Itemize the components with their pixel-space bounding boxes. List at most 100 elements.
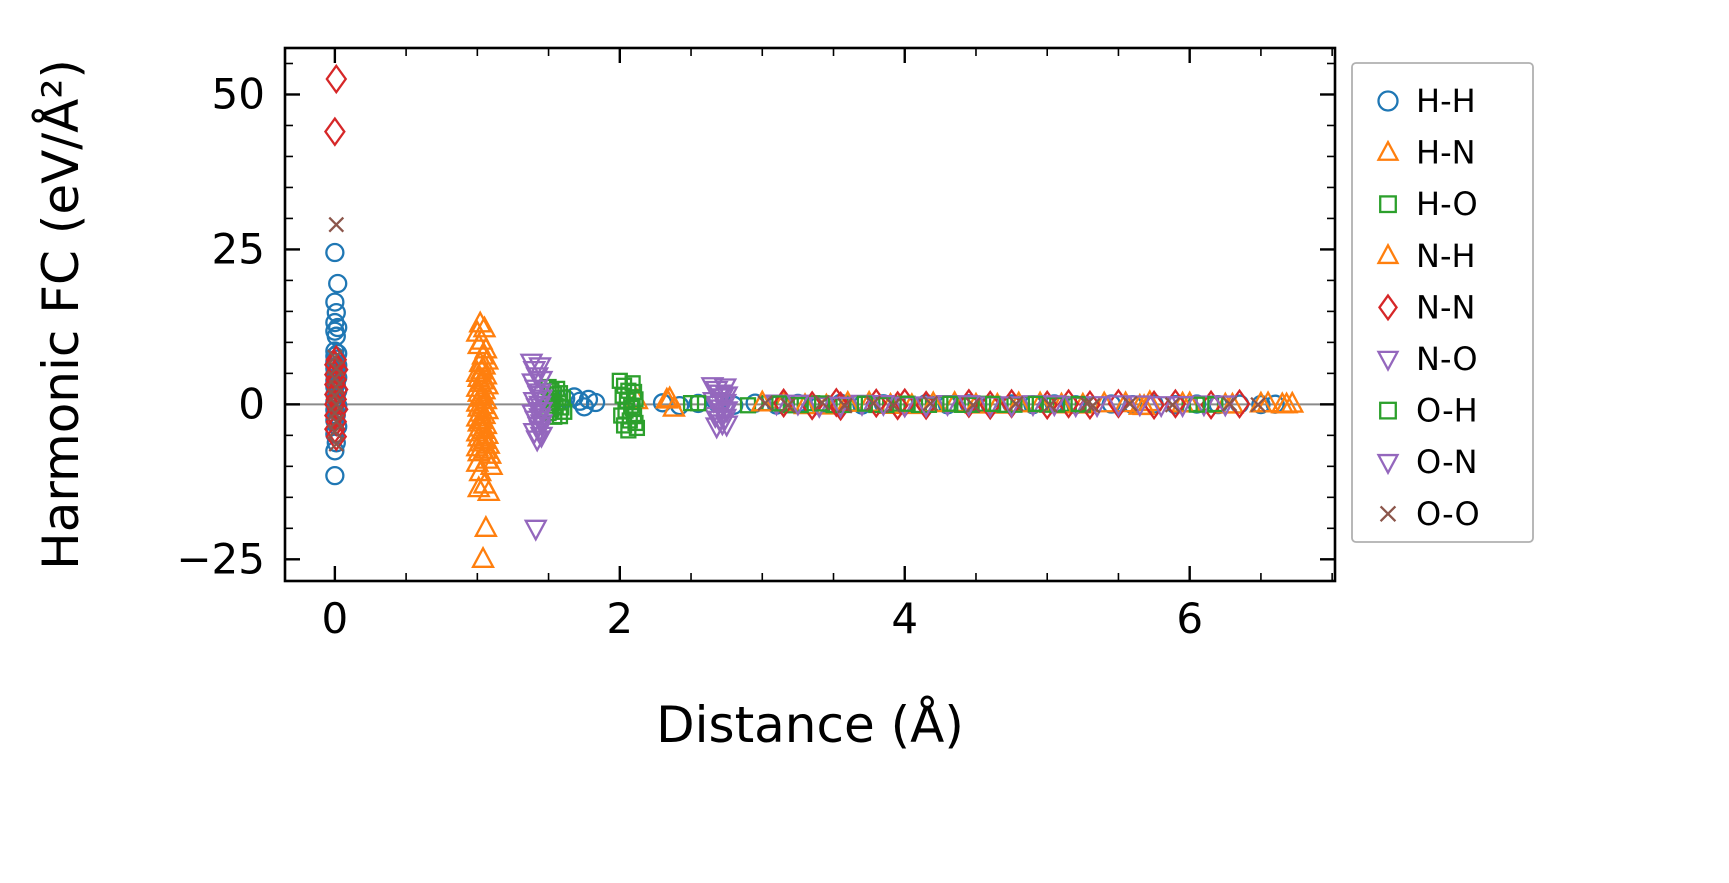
data-point-marker <box>662 394 686 417</box>
data-point-marker <box>1250 396 1266 413</box>
legend-label: O-N <box>1416 443 1478 481</box>
data-point-marker <box>325 242 345 263</box>
data-point-marker <box>1379 195 1397 214</box>
data-point-marker <box>628 419 646 437</box>
x-tick-label: 0 <box>321 594 348 643</box>
data-point-marker <box>551 408 569 425</box>
data-point-marker <box>1106 395 1131 418</box>
data-point-marker <box>690 395 707 412</box>
data-point-marker <box>871 394 896 418</box>
data-point-marker <box>713 378 738 401</box>
data-point-marker <box>829 391 852 422</box>
data-point-marker <box>325 292 345 312</box>
y-tick-label: 0 <box>238 379 265 428</box>
data-point-marker <box>627 391 644 408</box>
legend-label: H-N <box>1416 134 1476 172</box>
data-point-marker <box>1376 350 1400 372</box>
data-point-marker <box>1170 390 1195 413</box>
legend-label: O-H <box>1416 392 1478 430</box>
data-point-marker <box>465 319 490 342</box>
data-point-marker <box>654 386 679 409</box>
data-point-marker <box>528 357 552 380</box>
legend-label: H-H <box>1416 82 1476 120</box>
data-point-marker <box>466 439 491 462</box>
data-point-marker <box>624 375 641 392</box>
x-tick-label: 6 <box>1176 594 1203 643</box>
tick-labels: 0 2 4 6 −25 0 25 50 <box>176 69 1203 643</box>
data-point-marker <box>814 394 830 411</box>
data-point-marker <box>688 393 708 414</box>
data-point-marker <box>1376 242 1400 265</box>
y-tick-label: 50 <box>212 69 265 118</box>
data-point-marker <box>1221 396 1238 412</box>
legend-item-N-O: N-O <box>1376 340 1478 378</box>
data-point-marker <box>465 449 490 472</box>
data-point-marker <box>328 317 348 338</box>
data-point-marker <box>1379 505 1397 523</box>
legend-label: N-H <box>1416 237 1476 275</box>
data-point-marker <box>1027 395 1044 412</box>
data-point-marker <box>473 514 498 537</box>
data-point-marker <box>1251 394 1271 415</box>
data-point-marker <box>529 389 554 412</box>
data-point-marker <box>528 395 552 418</box>
data-point-marker <box>865 395 882 412</box>
series-N-N <box>323 63 1251 452</box>
data-point-marker <box>471 545 495 568</box>
data-point-marker <box>713 393 738 416</box>
data-point-marker <box>914 396 939 419</box>
data-point-marker <box>1170 396 1195 419</box>
data-point-marker <box>553 399 570 416</box>
data-point-marker <box>922 395 939 412</box>
y-tick-label: −25 <box>176 534 265 583</box>
data-point-marker <box>885 397 902 414</box>
data-point-marker <box>627 414 644 432</box>
data-point-marker <box>953 396 970 413</box>
data-point-marker <box>1084 397 1101 414</box>
axis-ticks <box>285 48 1335 581</box>
legend-label: N-N <box>1416 288 1475 326</box>
legend-item-N-H: N-H <box>1376 237 1476 275</box>
data-point-marker <box>1270 391 1295 414</box>
data-point-marker <box>837 397 853 414</box>
data-point-marker <box>529 401 554 424</box>
data-point-marker <box>528 420 552 443</box>
series-O-O <box>327 216 1266 452</box>
data-point-marker <box>1376 139 1400 161</box>
data-point-marker <box>1376 453 1400 476</box>
data-point-marker <box>714 415 739 438</box>
data-point-marker <box>328 273 348 294</box>
data-point-marker <box>1042 397 1058 413</box>
legend-item-H-N: H-N <box>1376 134 1476 172</box>
legend-label: O-O <box>1416 495 1480 533</box>
data-point-marker <box>473 436 498 459</box>
data-point-marker <box>780 397 796 414</box>
y-axis-label: Harmonic FC (eV/Å²) <box>32 59 90 570</box>
legend-item-N-N: N-N <box>1378 288 1475 326</box>
data-point-marker <box>585 392 606 413</box>
series-H-N <box>468 310 1305 568</box>
data-point-marker <box>1188 396 1205 413</box>
data-point-marker <box>528 408 552 431</box>
data-point-marker <box>570 391 590 411</box>
legend-item-O-H: O-H <box>1379 392 1478 430</box>
data-point-marker <box>757 395 773 411</box>
data-point-marker <box>984 395 1002 412</box>
plot-area-border <box>283 46 1337 583</box>
data-point-marker <box>528 383 552 406</box>
data-point-marker <box>325 421 348 452</box>
series-O-H <box>548 375 1224 437</box>
legend-box <box>1351 62 1534 543</box>
legend-item-O-O: O-O <box>1379 495 1480 533</box>
y-tick-label: 25 <box>212 224 265 273</box>
data-point-marker <box>713 408 738 431</box>
data-point-marker <box>1378 293 1398 322</box>
data-point-marker <box>1127 395 1152 418</box>
legend-item-O-N: O-N <box>1376 443 1478 481</box>
data-point-marker <box>556 403 573 420</box>
data-point-marker <box>1377 90 1399 112</box>
data-point-marker <box>1149 396 1174 419</box>
data-point-marker <box>1137 389 1162 412</box>
